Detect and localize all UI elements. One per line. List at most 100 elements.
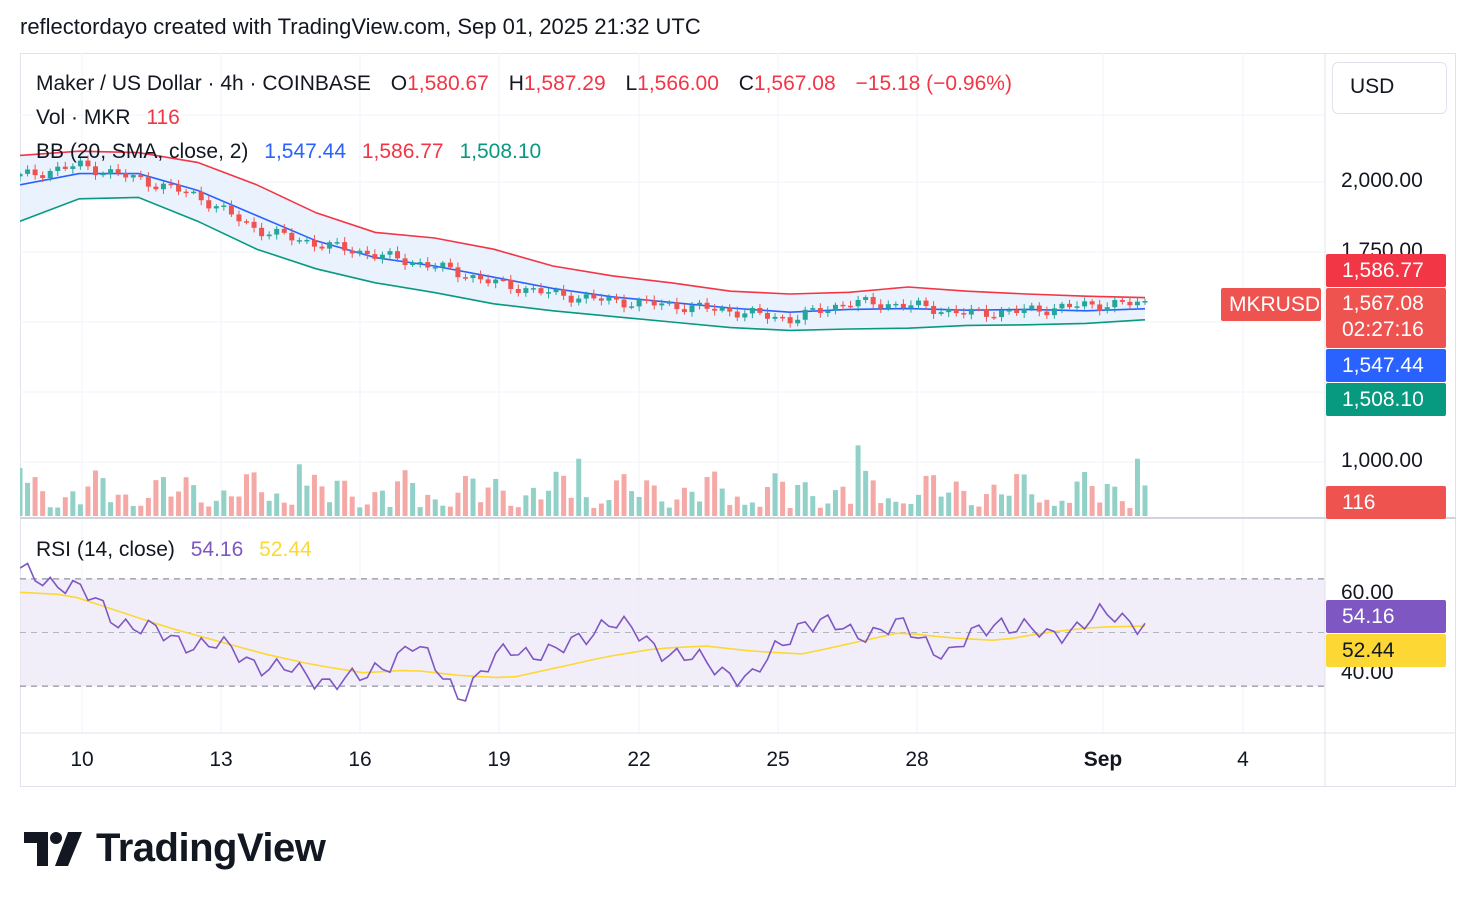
candle-body [319,246,325,249]
candle-body [500,279,506,282]
volume-bar [410,483,416,516]
bb-lower-line [20,196,1146,332]
candle-body [123,173,129,178]
bb-basis-value: 1,547.44 [264,140,347,163]
candle-body [666,302,672,304]
volume-bar [342,480,348,516]
bb-upper-value: 1,586.77 [361,140,444,163]
currency-label: USD [1350,75,1395,98]
volume-bar [40,491,46,516]
volume-bar [1036,502,1042,516]
volume-bar [953,481,959,516]
bar-countdown: 02:27:16 [1342,318,1424,341]
candle-body [719,307,725,311]
candle-body [508,279,514,289]
candle-body [515,288,521,293]
volume-bar [221,490,227,516]
candle-body [840,304,846,307]
volume-bar [712,471,718,516]
volume-bar [462,476,468,516]
candle-body [591,294,597,299]
volume-bar [100,478,106,516]
candle-body [372,254,378,259]
volume-bar [304,485,310,516]
high-value: 1,587.29 [523,72,606,95]
volume-bar [1044,499,1050,516]
volume-bar [666,507,672,516]
volume-bar [274,493,280,516]
rsi-value: 54.16 [190,538,244,561]
rsi-price-label: 54.16 [1326,600,1446,633]
volume-bar [77,504,83,516]
currency-selector[interactable]: USD [1332,62,1447,114]
volume-bar [296,464,302,516]
volume-bar [130,505,136,516]
candle-body [659,303,665,306]
candle-body [931,305,937,314]
volume-bar [432,499,438,516]
candle-body [1074,306,1080,308]
volume-bar [470,478,476,516]
volume-bar [508,505,514,516]
volume-bar [440,505,446,516]
candle-body [1066,303,1072,308]
volume-bar [923,475,929,516]
low-label: L [625,72,638,95]
volume-bar [938,496,944,516]
date-tick-month: Sep [1083,748,1123,771]
volume-bar [915,494,921,516]
candle-body [546,292,552,294]
candle-body [825,310,831,314]
candle-body [1104,307,1110,311]
volume-bar [598,503,604,516]
volume-bar [1127,507,1133,516]
volume-bar [629,491,635,516]
close-value: 1,567.08 [753,72,836,95]
candle-body [47,171,53,179]
volume-bar [70,491,76,516]
volume-bar [1104,483,1110,516]
volume-bar [228,496,234,516]
tradingview-logo-icon [24,831,82,866]
volume-bar [870,480,876,516]
low-value: 1,566.00 [637,72,719,95]
volume-bar [160,477,166,516]
volume-bar [689,491,695,516]
volume-bar [455,492,461,516]
bb-upper-price-label: 1,586.77 [1326,254,1446,287]
candle-body [138,175,144,178]
volume-bar [1142,485,1148,516]
volume-bar [946,492,952,516]
candle-body [447,262,453,268]
candle-body [425,262,431,268]
candle-body [727,307,733,312]
date-tick: 28 [905,748,929,771]
candle-body [530,288,536,290]
ticker-tag: MKRUSD [1221,288,1321,321]
volume-bar [825,503,831,516]
volume-bar [651,485,657,516]
candle-body [764,312,770,319]
candle-body [1059,303,1065,309]
volume-bar [772,473,778,516]
volume-bar [840,486,846,516]
candle-body [848,305,854,308]
volume-bar [553,471,559,516]
volume-bar [32,477,38,516]
candle-body [1014,310,1020,313]
candle-body [742,313,748,318]
candle-body [244,221,250,223]
volume-bar [515,507,521,516]
candle-body [553,289,559,293]
candle-body [304,239,310,242]
candle-body [697,302,703,306]
volume-bar [108,502,114,516]
tradingview-logo[interactable]: TradingView [24,826,326,871]
candle-body [915,300,921,306]
volume-bar [206,506,212,516]
candle-body [991,316,997,319]
rsi-tick: 60.00 [1341,581,1394,604]
chart-canvas[interactable] [20,53,1456,787]
candle-body [923,300,929,306]
volume-bar [606,500,612,516]
